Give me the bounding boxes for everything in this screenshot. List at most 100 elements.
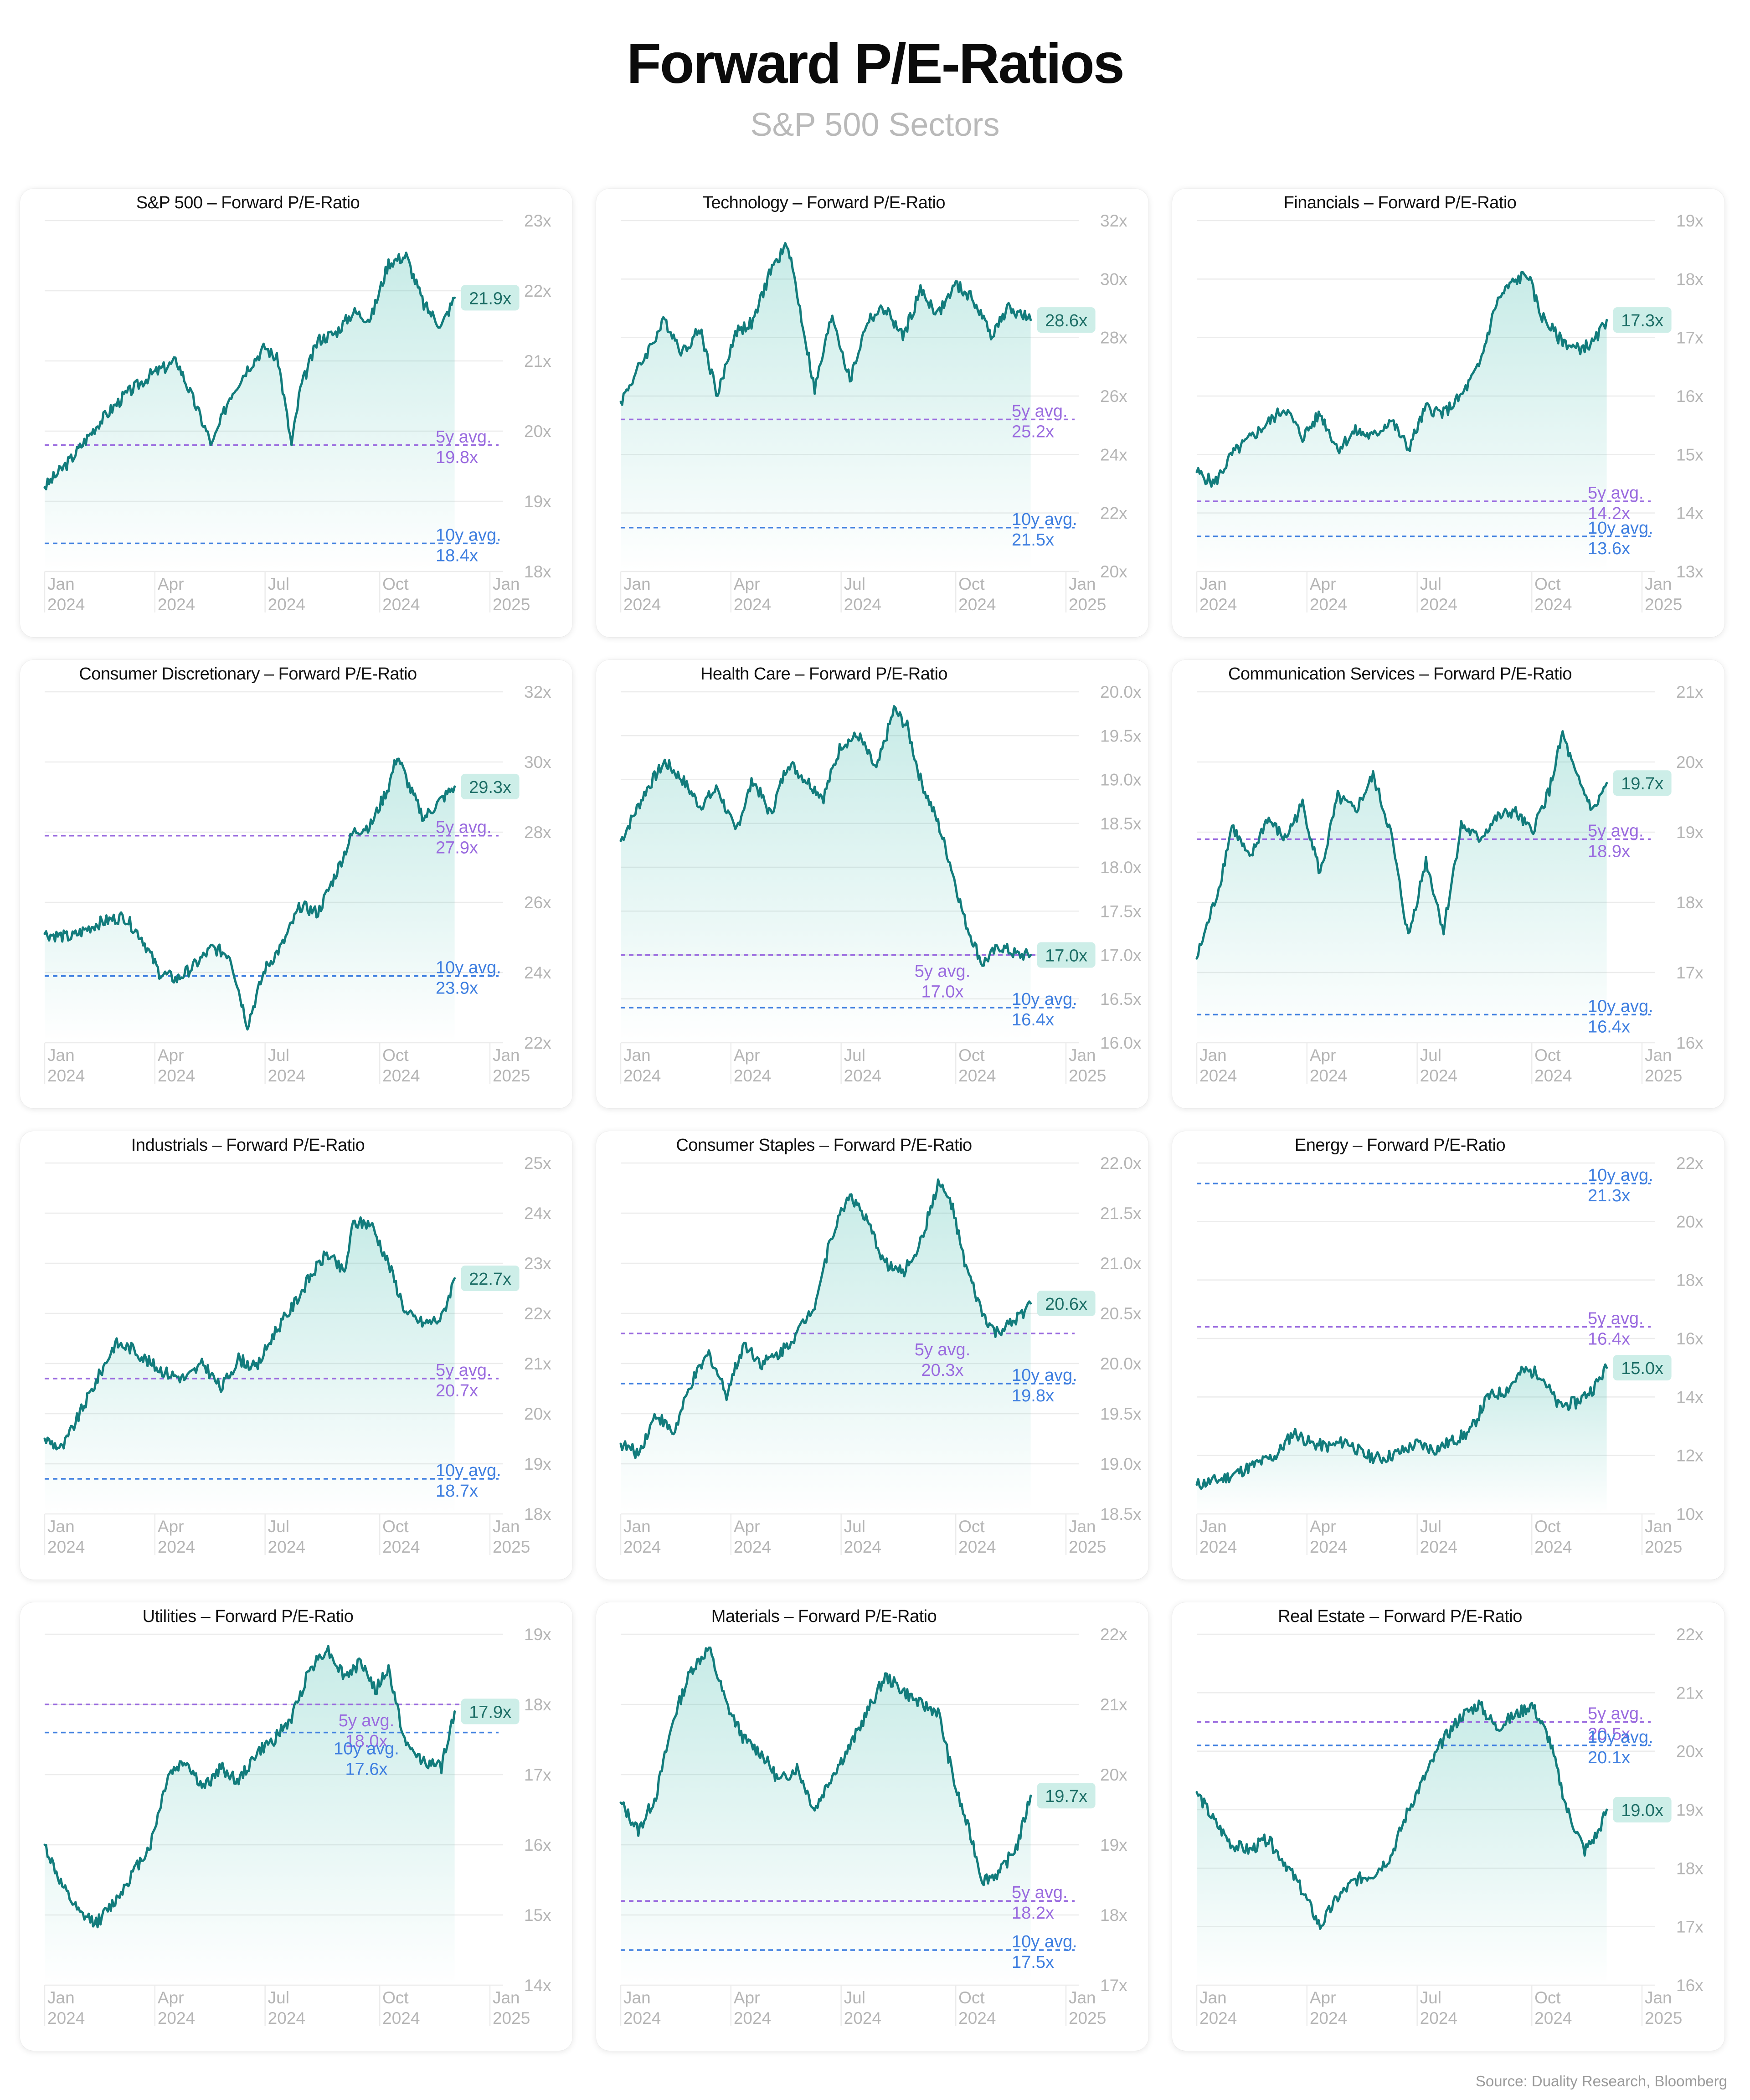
y-tick-label: 22x xyxy=(1676,1625,1704,1644)
svg-text:2024: 2024 xyxy=(47,1538,85,1556)
avg-10y-label: 10y avg.21.5x xyxy=(1012,510,1077,550)
svg-text:Jul: Jul xyxy=(844,1988,865,2007)
avg-5y-label: 5y avg.19.8x xyxy=(436,427,492,467)
svg-text:2024: 2024 xyxy=(1199,595,1237,614)
y-tick-label: 16x xyxy=(1676,1034,1704,1052)
chart-title: Financials – Forward P/E-Ratio xyxy=(1283,193,1517,212)
y-tick-label: 23x xyxy=(524,1254,551,1273)
svg-text:Apr: Apr xyxy=(158,1517,184,1536)
current-value-badge: 19.0x xyxy=(1613,1797,1672,1822)
y-tick-label: 17.0x xyxy=(1100,946,1142,965)
svg-text:28.6x: 28.6x xyxy=(1045,311,1087,330)
current-value-badge: 17.0x xyxy=(1037,942,1096,968)
y-tick-label: 10x xyxy=(1676,1505,1704,1524)
svg-text:Jan: Jan xyxy=(1069,1046,1096,1065)
x-tick-label: Jan 2024 xyxy=(623,1988,661,2028)
svg-text:Jan: Jan xyxy=(1199,1988,1227,2007)
svg-text:2024: 2024 xyxy=(623,595,661,614)
svg-text:2024: 2024 xyxy=(158,595,195,614)
svg-text:Jul: Jul xyxy=(268,575,289,593)
series-area xyxy=(621,1179,1031,1514)
y-tick-label: 22x xyxy=(524,1034,551,1052)
y-tick-label: 19x xyxy=(1676,1801,1704,1819)
svg-text:Jul: Jul xyxy=(844,1046,865,1065)
svg-text:Apr: Apr xyxy=(734,1517,760,1536)
y-tick-label: 17x xyxy=(1100,1976,1127,1995)
svg-text:2024: 2024 xyxy=(1420,2009,1457,2028)
svg-text:2024: 2024 xyxy=(47,1066,85,1085)
svg-text:Jan: Jan xyxy=(47,1046,75,1065)
y-tick-label: 21x xyxy=(1676,683,1704,701)
y-tick-label: 20x xyxy=(1676,1212,1704,1231)
x-tick-label: Jul 2024 xyxy=(268,1517,305,1556)
svg-text:2025: 2025 xyxy=(1069,1066,1106,1085)
avg-5y-label: 5y avg.25.2x xyxy=(1012,401,1068,441)
y-tick-label: 24x xyxy=(524,1204,551,1223)
chart-title: Industrials – Forward P/E-Ratio xyxy=(131,1136,365,1155)
y-tick-label: 20.5x xyxy=(1100,1304,1142,1323)
y-tick-label: 22.0x xyxy=(1100,1154,1142,1173)
y-tick-label: 28x xyxy=(1100,329,1127,347)
svg-text:2024: 2024 xyxy=(268,595,305,614)
svg-text:Jan: Jan xyxy=(1069,575,1096,593)
x-tick-label: Jan 2025 xyxy=(1645,1988,1682,2028)
svg-text:2024: 2024 xyxy=(623,1538,661,1556)
chart-card: Consumer Staples – Forward P/E-Ratio 18.5… xyxy=(596,1131,1148,1580)
source-note: Source: Duality Research, Bloomberg xyxy=(1475,2073,1727,2090)
y-tick-label: 16.0x xyxy=(1100,1034,1142,1052)
chart-title: Consumer Discretionary – Forward P/E-Rat… xyxy=(79,664,417,684)
y-tick-label: 19x xyxy=(1100,1836,1127,1854)
y-tick-label: 21x xyxy=(1676,1683,1704,1702)
svg-text:2024: 2024 xyxy=(623,1066,661,1085)
svg-text:2024: 2024 xyxy=(382,1066,420,1085)
svg-text:Oct: Oct xyxy=(382,1046,409,1065)
series-line xyxy=(619,705,1032,967)
avg-10y-label: 10y avg.18.4x xyxy=(436,525,501,565)
x-tick-label: Jan 2024 xyxy=(1199,1517,1237,1556)
x-tick-label: Jul 2024 xyxy=(844,575,881,614)
svg-text:2024: 2024 xyxy=(1199,1538,1237,1556)
y-tick-label: 19x xyxy=(524,492,551,511)
current-value-badge: 22.7x xyxy=(461,1266,520,1291)
svg-text:2024: 2024 xyxy=(382,1538,420,1556)
svg-text:18.9x: 18.9x xyxy=(1588,842,1630,861)
svg-text:16.4x: 16.4x xyxy=(1588,1017,1630,1036)
svg-text:5y avg.: 5y avg. xyxy=(1012,1883,1068,1902)
y-tick-label: 17x xyxy=(524,1765,551,1784)
x-tick-label: Jan 2024 xyxy=(47,1517,85,1556)
avg-10y-label: 10y avg.16.4x xyxy=(1588,997,1653,1036)
svg-text:Oct: Oct xyxy=(382,1988,409,2007)
chart-svg: 14x15x16x17x18x19xJan2024Apr2024Jul2024O… xyxy=(43,1625,551,2028)
svg-text:Jan: Jan xyxy=(1645,1988,1672,2007)
x-tick-label: Jul 2024 xyxy=(844,1517,881,1556)
y-tick-label: 24x xyxy=(1100,445,1127,464)
series-line xyxy=(619,242,1032,406)
svg-text:2025: 2025 xyxy=(493,1538,530,1556)
series-area xyxy=(621,706,1031,1043)
svg-text:10y avg.: 10y avg. xyxy=(1588,1166,1653,1185)
svg-text:Apr: Apr xyxy=(158,1988,184,2007)
svg-text:19.0x: 19.0x xyxy=(1621,1801,1663,1820)
y-tick-label: 19x xyxy=(1676,823,1704,842)
svg-text:2024: 2024 xyxy=(844,2009,881,2028)
svg-text:17.5x: 17.5x xyxy=(1012,1953,1054,1972)
y-tick-label: 17.5x xyxy=(1100,902,1142,921)
svg-text:19.8x: 19.8x xyxy=(436,448,478,467)
y-tick-label: 14x xyxy=(1676,504,1704,523)
svg-text:2024: 2024 xyxy=(734,2009,771,2028)
x-tick-label: Apr 2024 xyxy=(1310,1988,1347,2028)
svg-text:14.2x: 14.2x xyxy=(1588,504,1630,523)
y-tick-label: 30x xyxy=(1100,270,1127,288)
svg-text:2024: 2024 xyxy=(623,2009,661,2028)
series-area xyxy=(621,243,1031,571)
x-tick-label: Jul 2024 xyxy=(844,1988,881,2028)
x-tick-label: Jul 2024 xyxy=(268,1988,305,2028)
svg-text:2024: 2024 xyxy=(844,595,881,614)
svg-text:19.7x: 19.7x xyxy=(1045,1787,1087,1806)
chart-card: Communication Services – Forward P/E-Rat… xyxy=(1172,660,1724,1108)
svg-text:Apr: Apr xyxy=(1310,1988,1336,2007)
